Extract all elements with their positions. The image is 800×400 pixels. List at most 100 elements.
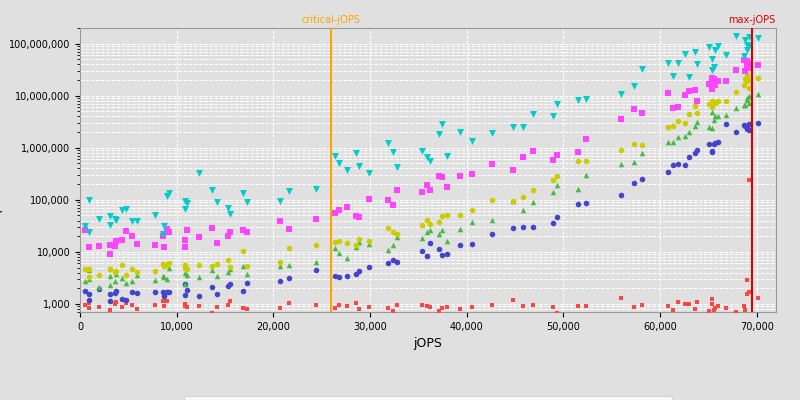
90-th percentile: [433, 231, 446, 238]
median: [178, 292, 191, 298]
90-th percentile: [341, 255, 354, 262]
99-th percentile: [702, 80, 715, 87]
median: [193, 293, 206, 299]
99-th percentile: [506, 166, 519, 173]
min: [158, 303, 170, 310]
90-th percentile: [158, 274, 170, 280]
max: [420, 153, 433, 160]
max: [237, 190, 250, 196]
99-th percentile: [433, 173, 446, 179]
90-th percentile: [310, 258, 322, 265]
99-th percentile: [362, 196, 375, 202]
90-th percentile: [110, 271, 122, 278]
max: [386, 149, 399, 155]
95-th percentile: [662, 124, 674, 131]
median: [103, 298, 116, 304]
min: [108, 300, 121, 307]
99-th percentile: [223, 229, 236, 236]
median: [116, 296, 129, 303]
95-th percentile: [433, 219, 446, 226]
max: [350, 149, 362, 156]
90-th percentile: [689, 123, 702, 130]
median: [158, 293, 170, 299]
max: [283, 188, 296, 194]
max: [391, 164, 404, 170]
median: [223, 281, 236, 287]
X-axis label: jOPS: jOPS: [414, 337, 442, 350]
min: [362, 304, 375, 311]
max: [178, 198, 191, 204]
99-th percentile: [350, 212, 362, 219]
median: [161, 289, 174, 295]
95-th percentile: [222, 257, 234, 264]
90-th percentile: [206, 266, 218, 273]
median: [82, 296, 95, 303]
99-th percentile: [662, 90, 674, 96]
99-th percentile: [382, 197, 394, 203]
median: [506, 225, 519, 232]
median: [730, 129, 742, 135]
median: [690, 147, 703, 154]
99-th percentile: [672, 104, 685, 110]
max: [678, 51, 691, 57]
95-th percentile: [424, 221, 437, 227]
99-th percentile: [741, 64, 754, 70]
min: [82, 305, 95, 311]
90-th percentile: [82, 276, 95, 282]
median: [516, 224, 529, 231]
99-th percentile: [628, 106, 641, 112]
95-th percentile: [436, 213, 449, 220]
99-th percentile: [391, 187, 404, 194]
95-th percentile: [550, 172, 563, 179]
95-th percentile: [720, 98, 733, 104]
min: [415, 302, 428, 309]
median: [181, 287, 194, 293]
median: [702, 141, 715, 148]
95-th percentile: [108, 269, 121, 275]
95-th percentile: [382, 225, 394, 231]
95-th percentile: [103, 265, 116, 272]
95-th percentile: [742, 85, 755, 92]
99-th percentile: [206, 224, 218, 231]
max: [662, 60, 674, 66]
99-th percentile: [163, 229, 176, 235]
99-th percentile: [386, 201, 399, 208]
99-th percentile: [108, 243, 121, 250]
99-th percentile: [706, 75, 718, 81]
max: [131, 217, 144, 224]
95-th percentile: [678, 120, 691, 126]
median: [706, 149, 718, 156]
max: [108, 216, 121, 222]
min: [193, 303, 206, 309]
95-th percentile: [466, 207, 478, 214]
median: [433, 246, 446, 253]
min: [116, 303, 129, 310]
median: [310, 267, 322, 273]
99-th percentile: [237, 227, 250, 234]
95-th percentile: [181, 266, 194, 272]
min: [310, 302, 322, 308]
median: [708, 140, 721, 147]
90-th percentile: [210, 273, 223, 279]
min: [516, 302, 529, 309]
99-th percentile: [120, 228, 133, 234]
max: [615, 90, 628, 97]
min: [420, 303, 433, 310]
90-th percentile: [615, 161, 628, 168]
99-th percentile: [93, 243, 106, 249]
95-th percentile: [751, 75, 764, 82]
median: [120, 296, 133, 303]
max: [730, 33, 742, 39]
median: [571, 201, 584, 207]
max: [110, 216, 122, 223]
median: [741, 122, 754, 129]
median: [424, 240, 437, 246]
min: [441, 304, 454, 311]
min: [222, 302, 234, 308]
median: [178, 281, 191, 288]
90-th percentile: [353, 239, 366, 245]
max: [486, 130, 498, 136]
max: [709, 46, 722, 53]
max: [158, 223, 170, 229]
99-th percentile: [708, 75, 721, 82]
